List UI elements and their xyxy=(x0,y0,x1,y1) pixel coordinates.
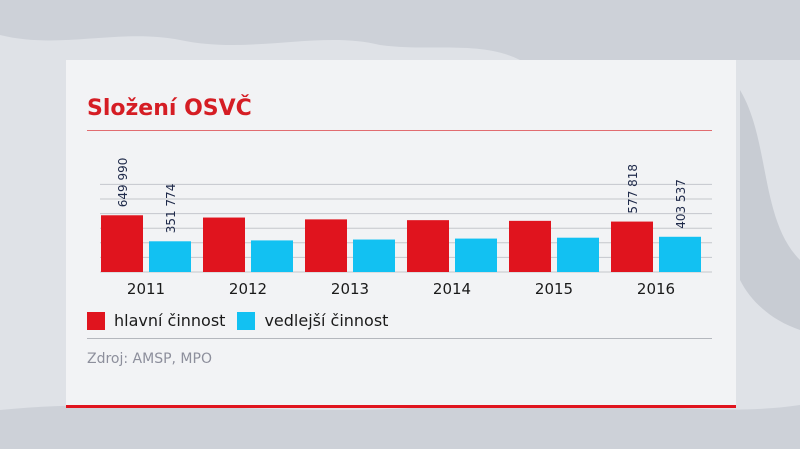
bar-hlavni-2013 xyxy=(305,219,347,272)
legend-swatch-vedlejsi xyxy=(237,311,256,330)
legend-label-hlavni: hlavní činnost xyxy=(114,311,226,330)
x-tick-label-2012: 2012 xyxy=(229,280,267,298)
chart-legend: hlavní činnost vedlejší činnost xyxy=(87,311,400,330)
legend-item-hlavni: hlavní činnost xyxy=(87,311,225,330)
source-note: Zdroj: AMSP, MPO xyxy=(87,351,212,367)
bar-vedlejsi-2014 xyxy=(455,238,497,272)
legend-swatch-hlavni xyxy=(87,311,105,330)
x-tick-label-2011: 2011 xyxy=(127,280,165,298)
data-label: 577 818 xyxy=(626,164,640,214)
bar-vedlejsi-2011 xyxy=(149,241,191,272)
chart-title: Složení OSVČ xyxy=(87,96,252,121)
legend-label-vedlejsi: vedlejší činnost xyxy=(264,311,389,330)
bar-vedlejsi-2013 xyxy=(353,239,395,272)
legend-divider xyxy=(87,338,712,339)
bar-hlavni-2016 xyxy=(611,221,653,272)
data-label: 649 990 xyxy=(116,158,130,208)
bar-hlavni-2012 xyxy=(203,217,245,272)
data-label: 351 774 xyxy=(164,184,178,234)
x-tick-label-2016: 2016 xyxy=(637,280,675,298)
bar-vedlejsi-2012 xyxy=(251,240,293,272)
data-label: 403 537 xyxy=(674,179,688,229)
bar-vedlejsi-2016 xyxy=(659,236,701,272)
title-divider xyxy=(87,130,712,131)
bar-vedlejsi-2015 xyxy=(557,237,599,272)
x-tick-label-2014: 2014 xyxy=(433,280,471,298)
chart-card: Složení OSVČ 2011 2012 2013 2014 2015 2016 649… xyxy=(66,60,736,408)
x-tick-label-2013: 2013 xyxy=(331,280,369,298)
legend-item-vedlejsi: vedlejší činnost xyxy=(237,311,388,330)
bar-hlavni-2015 xyxy=(509,220,551,272)
x-tick-label-2015: 2015 xyxy=(535,280,573,298)
bar-hlavni-2014 xyxy=(407,220,449,272)
bar-hlavni-2011 xyxy=(101,215,143,272)
bar-chart: 2011 2012 2013 2014 2015 2016 649 990 351 774 57… xyxy=(100,158,712,298)
